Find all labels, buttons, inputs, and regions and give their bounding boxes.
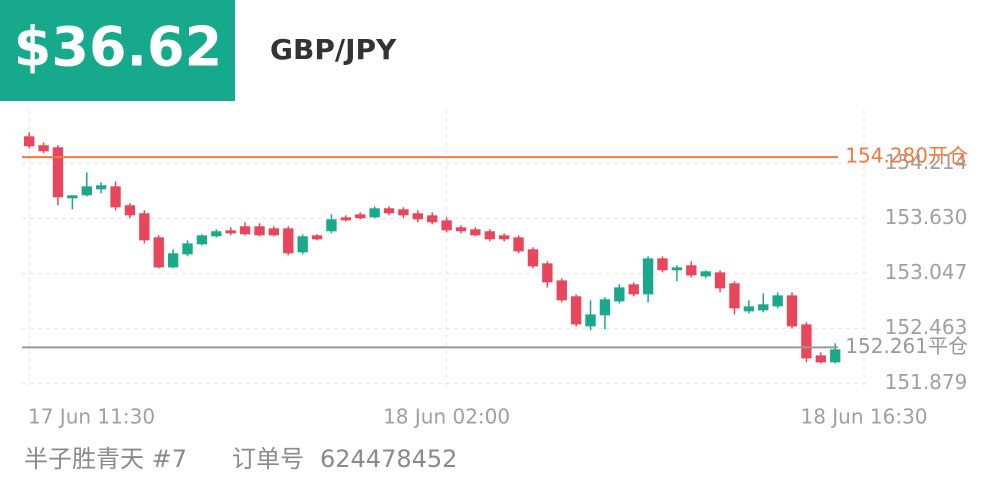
candle-body (700, 271, 711, 277)
candle-body (95, 185, 107, 190)
plot: 151.879 152.463 153.047 153.630 154.214 17 Ju… (22, 110, 968, 429)
candle-body (67, 195, 78, 199)
y-tick-label: 152.463 (885, 315, 968, 339)
position-line-label: 152.261平仓 (845, 334, 968, 358)
symbol: GBP/JPY (270, 33, 397, 66)
candle-body (81, 186, 92, 196)
candle-body (484, 231, 495, 240)
candle-body (52, 147, 64, 198)
y-tick-label: 151.879 (885, 370, 968, 394)
candle-body (527, 249, 539, 267)
position-line-label: 154.280开仓 (845, 144, 968, 168)
candle-body (24, 136, 35, 147)
candle-body (283, 228, 294, 254)
candle-body (815, 355, 827, 363)
candle-body (599, 299, 611, 316)
candle-body (355, 214, 366, 219)
candle-body (455, 227, 467, 232)
candle-body (254, 226, 265, 236)
candle-body (124, 205, 136, 216)
candle-body (239, 226, 251, 235)
candle-body (225, 230, 236, 234)
candle-body (642, 258, 654, 295)
candle-body (686, 265, 697, 276)
candle-body (139, 213, 150, 241)
candle-body (268, 228, 280, 236)
y-tick-label: 154.214 (885, 150, 968, 174)
x-tick-label: 18 Jun 02:00 (383, 405, 510, 429)
y-tick-label: 153.047 (885, 260, 968, 284)
candle-body (167, 253, 179, 268)
candle-body (542, 263, 553, 283)
candle-body (38, 145, 49, 152)
candle-body (714, 272, 726, 289)
amount: $36.62 (14, 16, 222, 79)
candle-body (427, 215, 438, 223)
candle-body (340, 217, 352, 221)
candle-body (311, 235, 323, 240)
user-name: 半子胜青天 #7 (24, 445, 187, 473)
x-tick-label: 18 Jun 16:30 (800, 405, 927, 429)
candle-body (772, 295, 783, 307)
candle-body (470, 229, 481, 236)
candle-body (570, 296, 582, 325)
candle-body (801, 324, 812, 359)
candle-body (513, 237, 524, 252)
candle-body (830, 349, 841, 363)
candle-body (297, 236, 308, 253)
candle-body (786, 295, 798, 327)
candle-body (412, 213, 423, 220)
candle-body (196, 235, 208, 245)
candle-body (729, 283, 740, 309)
candle-body (628, 284, 639, 295)
amount-badge (0, 0, 235, 101)
candle-body (556, 280, 567, 301)
order-number: 624478452 (320, 445, 457, 473)
candle-body (441, 220, 452, 231)
candle-body (326, 219, 337, 232)
order-label: 订单号 (232, 445, 304, 473)
y-tick-label: 153.630 (885, 205, 968, 229)
candle-body (110, 186, 121, 208)
candle-body (498, 235, 510, 240)
candle-body (369, 208, 380, 218)
candle-body (585, 314, 596, 327)
candle-body (211, 231, 222, 237)
candle-body (614, 287, 625, 302)
candle-body (671, 267, 683, 271)
x-tick-label: 17 Jun 11:30 (28, 405, 155, 429)
candle-body (398, 209, 409, 216)
candle-body (182, 243, 193, 255)
candle-body (743, 306, 755, 312)
candle-body (657, 258, 668, 271)
candle-body (758, 304, 769, 311)
candle-body (383, 208, 395, 214)
candle-body (153, 237, 164, 268)
